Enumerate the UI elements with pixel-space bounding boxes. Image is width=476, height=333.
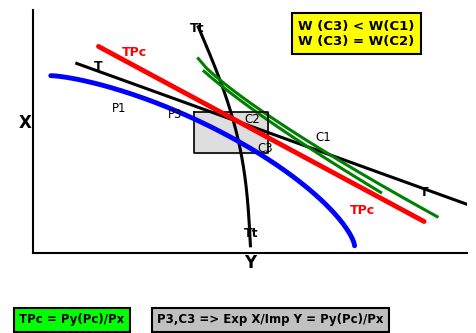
Text: C3: C3: [257, 142, 272, 155]
Text: T: T: [419, 186, 427, 199]
Text: W (C3) < W(C1)
W (C3) = W(C2): W (C3) < W(C1) W (C3) = W(C2): [298, 20, 414, 48]
Text: C1: C1: [315, 131, 331, 144]
Polygon shape: [194, 112, 267, 154]
X-axis label: Y: Y: [244, 254, 256, 272]
Text: T: T: [94, 60, 102, 73]
Text: P3,C3 => Exp X/Imp Y = Py(Pc)/Px: P3,C3 => Exp X/Imp Y = Py(Pc)/Px: [157, 313, 383, 326]
Text: Tt: Tt: [243, 227, 258, 240]
Text: P1: P1: [111, 102, 126, 115]
Text: TPc: TPc: [349, 204, 375, 217]
Text: Tt: Tt: [189, 22, 204, 35]
Text: C2: C2: [243, 113, 259, 126]
Y-axis label: X: X: [19, 114, 31, 132]
Text: TPc: TPc: [122, 46, 147, 59]
Text: P3: P3: [168, 108, 182, 121]
Text: TPc = Py(Pc)/Px: TPc = Py(Pc)/Px: [19, 313, 124, 326]
